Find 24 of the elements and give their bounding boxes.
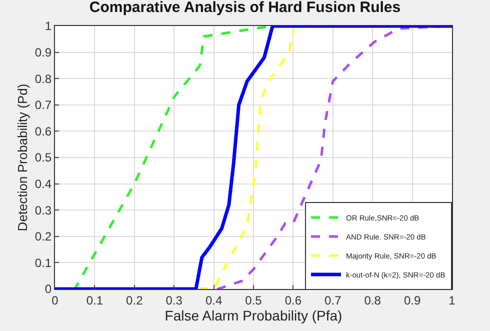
x-tick-label: 0.8 — [364, 293, 382, 308]
x-tick-label: 0.7 — [324, 293, 342, 308]
y-tick-label: 0.9 — [34, 46, 52, 60]
y-tick-label: 0.2 — [34, 230, 52, 244]
y-tick-label: 0.4 — [34, 177, 52, 191]
y-tick-label: 0.8 — [34, 72, 52, 86]
y-tick-label: 0.3 — [34, 203, 52, 218]
x-tick-label: 0.2 — [126, 293, 144, 308]
x-tick-label: 0.1 — [86, 293, 104, 308]
x-tick-label: 0.5 — [245, 293, 262, 308]
y-tick-label: 0.5 — [34, 150, 52, 165]
y-tick-label: 1 — [44, 19, 52, 34]
x-tick-label: 0.4 — [205, 293, 222, 308]
x-tick-label: 0.9 — [404, 293, 421, 308]
x-tick-label: 0.6 — [284, 293, 302, 308]
y-tick-label: 0.7 — [34, 98, 52, 112]
y-tick-label: 0 — [44, 282, 52, 296]
chart-title: Comparative Analysis of Hard Fusion Rules — [89, 0, 401, 16]
x-tick-label: 0.3 — [166, 293, 183, 308]
x-axis-title: False Alarm Probability (Pfa) — [164, 307, 342, 324]
y-axis-title: Detection Probability (Pd) — [14, 84, 30, 232]
x-tick-label: 1 — [448, 293, 456, 308]
y-tick-label: 0.6 — [34, 124, 52, 138]
y-tick-label: 0.1 — [34, 256, 52, 270]
